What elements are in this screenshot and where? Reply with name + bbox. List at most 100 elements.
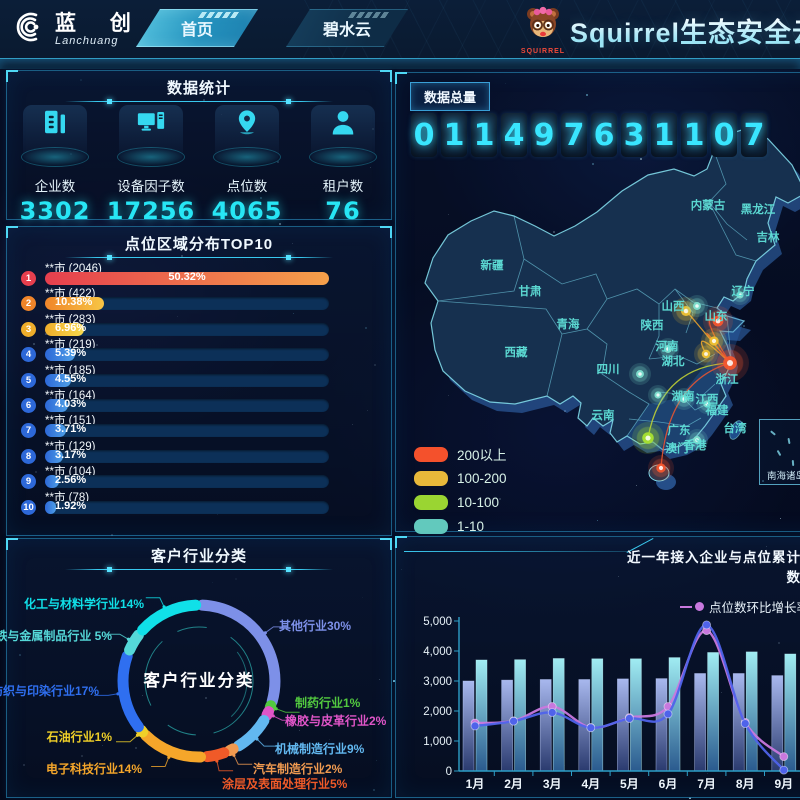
svg-text:1,000: 1,000 [423, 736, 452, 748]
counter-digit: 1 [441, 113, 467, 157]
stat-pedestal [117, 147, 185, 167]
dashboard-stage: 蓝 创 Lanchuang 首页 碧水云 SQUIRREL Squirrel生态安… [0, 0, 800, 800]
app-title: Squirrel生态安全云平台 [570, 11, 800, 50]
svg-text:福建: 福建 [705, 403, 729, 417]
top10-percent-label: 4.03% [55, 398, 86, 410]
mascot-label: SQUIRREL [520, 48, 566, 55]
top10-percent-label: 3.71% [55, 423, 86, 435]
data-total-label: 数据总量 [410, 82, 490, 111]
map-legend-swatch [414, 447, 448, 462]
map-legend-label: 100-200 [457, 471, 507, 486]
top10-rank-badge: 2 [21, 296, 36, 311]
industry-panel: 客户行业分类 客户行业分类 其他行业30% 制药行业1% 橡胶与皮革行业2% 机械制造… [6, 538, 392, 798]
stat-value: 76 [325, 197, 360, 225]
stat-icon-tile [23, 105, 87, 163]
map-legend: 200以上 100-200 10-100 1-10 [414, 442, 507, 538]
top10-row: **市 (129) 8 3.17% [7, 438, 391, 463]
counter-digit: 1 [681, 113, 707, 157]
svg-text:江西: 江西 [696, 392, 719, 406]
sea-inset-label: 南海诸岛 [760, 468, 800, 482]
top10-rank-badge: 6 [21, 398, 36, 413]
stat-pedestal [309, 147, 377, 167]
counter-digit: 1 [471, 113, 497, 157]
map-legend-swatch [414, 495, 448, 510]
stat-icon-tile [215, 105, 279, 163]
logo-title: 蓝 创 [55, 7, 145, 37]
stat-item: 租户数 76 [295, 105, 391, 225]
stat-label: 点位数 [227, 175, 268, 195]
top10-bar-track [45, 424, 329, 437]
svg-text:山西: 山西 [662, 299, 685, 313]
donut-label: 钢铁与金属制品行业 5% [0, 627, 112, 644]
main-nav: 首页 碧水云 [136, 9, 408, 47]
svg-text:湖南: 湖南 [672, 389, 695, 403]
top10-percent-label: 1.92% [55, 500, 86, 512]
donut-label: 电子科技行业14% [46, 760, 142, 777]
svg-text:新疆: 新疆 [481, 258, 504, 272]
svg-text:3,000: 3,000 [423, 676, 452, 688]
svg-text:1月: 1月 [466, 777, 485, 791]
map-legend-label: 1-10 [457, 519, 484, 534]
svg-text:青海: 青海 [557, 317, 580, 331]
south-china-sea-inset: 南海诸岛 [759, 419, 800, 485]
user-icon [328, 107, 358, 142]
top10-rank-badge: 4 [21, 347, 36, 362]
donut-label: 其他行业30% [279, 617, 351, 634]
svg-text:4,000: 4,000 [423, 646, 452, 658]
top10-rank-badge: 1 [21, 271, 36, 286]
donut-label: 石油行业1% [47, 728, 112, 745]
top10-row: **市 (219) 4 5.39% [7, 336, 391, 361]
nav-tab-1[interactable]: 首页 [136, 9, 258, 47]
counter-digit: 3 [621, 113, 647, 157]
squirrel-mascot: SQUIRREL [520, 5, 566, 55]
counter-digit: 0 [711, 113, 737, 157]
top10-bar-track [45, 450, 329, 463]
location-icon [233, 107, 261, 142]
top10-row: **市 (164) 6 4.03% [7, 387, 391, 412]
donut-label: 纺织与印染行业17% [0, 682, 99, 699]
top10-percent-label: 3.17% [55, 449, 86, 461]
stat-label: 企业数 [35, 175, 76, 195]
svg-text:8月: 8月 [736, 777, 755, 791]
top10-bar-track [45, 501, 329, 514]
stats-row: 企业数 3302 设备因子数 17256 点位数 4065 租户数 76 [7, 105, 391, 225]
data-total-counter: 011497631107 [411, 113, 767, 157]
stats-panel-title-text: 数据统计 [167, 77, 231, 98]
trend-chart: 01,0002,0003,0004,0005,0001月 2月 3月 4月 5月 6月 7月… [396, 537, 800, 797]
stat-icon-tile [119, 105, 183, 163]
logo-text: 蓝 创 Lanchuang [55, 7, 145, 47]
top10-percent-label: 4.55% [55, 373, 86, 385]
svg-text:吉林: 吉林 [757, 230, 780, 244]
top10-row: **市 (422) 2 10.38% [7, 285, 391, 310]
stat-item: 设备因子数 17256 [103, 105, 199, 225]
top10-percent-label: 50.32% [45, 271, 329, 283]
tab-deco [348, 12, 390, 18]
svg-text:辽宁: 辽宁 [732, 284, 755, 298]
svg-text:云南: 云南 [592, 408, 615, 422]
counter-digit: 4 [501, 113, 527, 157]
counter-digit: 7 [741, 113, 767, 157]
top10-bar-track [45, 374, 329, 387]
top10-bar-track [45, 399, 329, 412]
map-legend-label: 10-100 [457, 495, 499, 510]
stat-pedestal [21, 147, 89, 167]
squirrel-icon [522, 5, 564, 45]
stat-value: 17256 [107, 197, 196, 225]
svg-text:黑龙江: 黑龙江 [741, 202, 776, 216]
nav-tab-2[interactable]: 碧水云 [286, 9, 408, 47]
svg-text:陕西: 陕西 [641, 318, 664, 332]
top10-bar-track [45, 323, 329, 336]
tab-label: 碧水云 [323, 16, 371, 40]
top10-bar-track [45, 475, 329, 488]
top10-row: **市 (185) 5 4.55% [7, 362, 391, 387]
svg-text:7月: 7月 [697, 777, 716, 791]
svg-text:内蒙古: 内蒙古 [691, 198, 726, 212]
svg-text:2,000: 2,000 [423, 706, 452, 718]
donut-label: 橡胶与皮革行业2% [285, 712, 386, 729]
top10-percent-label: 6.96% [55, 322, 86, 334]
donut-label: 机械制造行业9% [275, 740, 364, 757]
top10-percent-label: 5.39% [55, 347, 86, 359]
top10-panel-title: 点位区域分布TOP10 [7, 227, 391, 259]
svg-text:湖北: 湖北 [662, 354, 685, 368]
svg-text:2月: 2月 [504, 777, 523, 791]
